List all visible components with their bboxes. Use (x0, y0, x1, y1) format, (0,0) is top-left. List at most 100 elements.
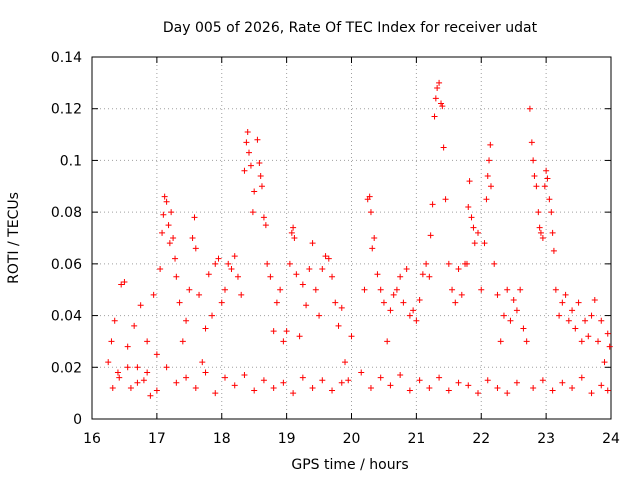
data-point (299, 374, 306, 381)
data-point (507, 317, 514, 324)
data-point (541, 183, 548, 190)
data-point (319, 377, 326, 384)
data-point (569, 307, 576, 314)
data-point (153, 351, 160, 358)
y-tick-label: 0.08 (51, 205, 82, 221)
data-point (432, 95, 439, 102)
data-point (478, 286, 485, 293)
data-point (153, 387, 160, 394)
data-point (170, 235, 177, 241)
data-point (312, 286, 319, 293)
data-point (606, 343, 613, 350)
data-point (466, 178, 473, 185)
data-points (105, 79, 613, 399)
data-point (559, 379, 566, 386)
data-point (367, 209, 374, 216)
data-point (377, 374, 384, 381)
data-point (157, 266, 164, 273)
data-point (244, 128, 251, 135)
y-axis-label: ROTI / TECUs (6, 192, 22, 284)
data-point (455, 266, 462, 273)
data-point (218, 299, 225, 306)
data-point (283, 328, 290, 335)
data-point (513, 307, 520, 314)
data-point (497, 338, 504, 345)
data-point (539, 377, 546, 384)
data-point (465, 382, 472, 389)
data-point (225, 260, 232, 267)
data-point (604, 387, 611, 394)
data-point (251, 387, 258, 394)
data-point (342, 359, 349, 366)
data-point (598, 382, 605, 389)
x-axis-label: GPS time / hours (291, 457, 408, 473)
data-point (504, 286, 511, 293)
data-point (436, 79, 443, 86)
data-point (270, 384, 277, 391)
data-point (228, 266, 235, 273)
data-point (369, 245, 376, 252)
data-point (262, 222, 269, 229)
y-tick-label: 0.14 (51, 50, 82, 66)
x-tick-label: 18 (213, 431, 231, 447)
data-point (510, 297, 517, 304)
data-point (124, 364, 131, 371)
data-point (238, 291, 245, 298)
data-point (374, 271, 381, 278)
data-point (387, 307, 394, 314)
data-point (121, 278, 128, 285)
data-point (431, 113, 438, 120)
data-point (173, 379, 180, 386)
data-point (475, 229, 482, 236)
data-point (585, 333, 592, 340)
data-point (494, 384, 501, 391)
data-point (260, 377, 267, 384)
data-point (191, 214, 198, 221)
data-point (397, 273, 404, 280)
x-tick-label: 16 (83, 431, 101, 447)
data-point (455, 379, 462, 386)
data-point (500, 312, 507, 319)
data-point (192, 245, 199, 252)
data-point (202, 325, 209, 332)
data-point (280, 379, 287, 386)
data-point (163, 198, 170, 205)
data-point (245, 149, 252, 156)
data-point (332, 299, 339, 306)
x-tick-label: 17 (148, 431, 166, 447)
data-point (559, 299, 566, 306)
y-tick-label: 0.02 (51, 360, 82, 376)
x-tick-label: 24 (602, 431, 620, 447)
data-point (438, 100, 445, 107)
data-point (377, 286, 384, 293)
data-point (286, 260, 293, 267)
data-point (546, 196, 553, 203)
data-point (329, 273, 336, 280)
y-tick-label: 0.1 (60, 153, 82, 169)
data-point (251, 188, 258, 195)
data-point (572, 325, 579, 332)
data-point (221, 286, 228, 293)
data-point (487, 183, 494, 190)
data-point (234, 273, 241, 280)
data-point (166, 240, 173, 247)
data-point (111, 317, 118, 324)
data-point (215, 255, 222, 262)
data-point (429, 201, 436, 208)
data-point (303, 302, 310, 309)
data-point (520, 325, 527, 332)
data-point (163, 364, 170, 371)
data-point (277, 286, 284, 293)
data-point (291, 235, 298, 241)
data-point (458, 291, 465, 298)
data-point (202, 369, 209, 376)
data-point (504, 390, 511, 397)
data-point (426, 384, 433, 391)
data-point (575, 299, 582, 306)
data-point (196, 291, 203, 298)
data-point (161, 193, 168, 200)
data-point (445, 387, 452, 394)
data-point (325, 255, 332, 262)
data-point (442, 196, 449, 203)
